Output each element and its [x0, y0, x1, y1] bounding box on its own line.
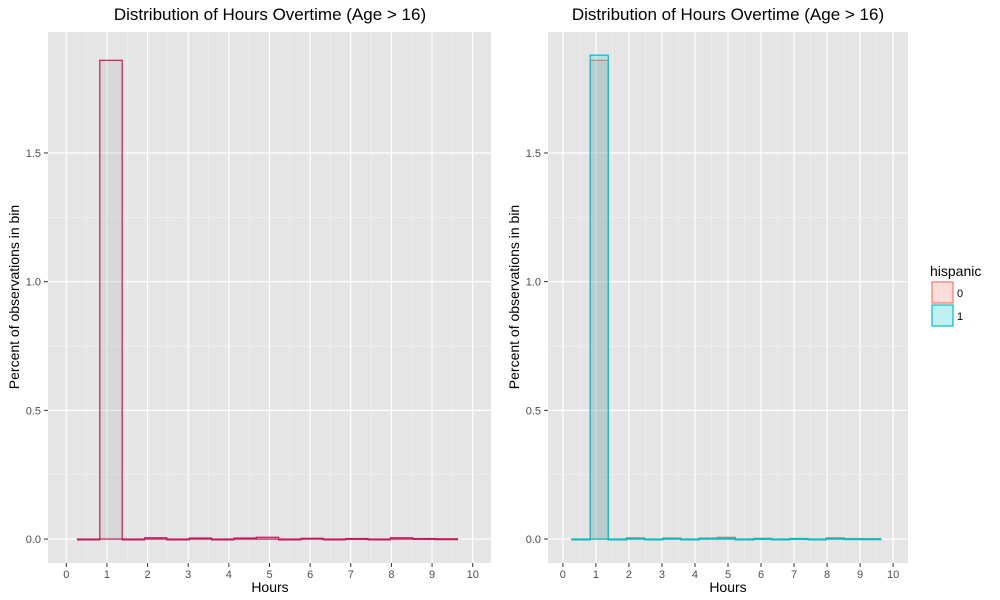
chart-right: Distribution of Hours Overtime (Age > 16…	[506, 5, 908, 595]
x-tick-label: 4	[692, 569, 698, 581]
x-tick-label: 9	[857, 569, 863, 581]
legend-key-0	[931, 281, 954, 304]
x-tick-label: 2	[626, 569, 632, 581]
bar	[662, 537, 682, 540]
bar	[589, 54, 609, 540]
bar	[825, 537, 846, 540]
x-tick-label: 10	[467, 569, 479, 581]
bar	[625, 537, 646, 540]
chart-left-x-axis-title: Hours	[251, 579, 288, 595]
x-tick-label: 0	[63, 569, 69, 581]
x-tick-label: 3	[185, 569, 191, 581]
chart-right-y-axis: 0.0 0.5 1.0 1.5	[526, 148, 548, 546]
bar	[143, 537, 168, 540]
x-tick-label: 4	[226, 569, 232, 581]
chart-right-x-axis-title: Hours	[709, 579, 746, 595]
x-tick-label: 2	[145, 569, 151, 581]
bar	[680, 538, 700, 541]
chart-left-grid	[48, 32, 491, 563]
bar	[716, 537, 737, 540]
x-tick-label: 1	[593, 569, 599, 581]
bar	[843, 538, 864, 541]
x-tick-label: 9	[429, 569, 435, 581]
x-tick-label: 7	[348, 569, 354, 581]
bar	[644, 538, 664, 541]
legend-key-1	[931, 304, 954, 327]
bar	[698, 537, 718, 540]
bar	[99, 59, 123, 540]
series-0	[76, 59, 459, 541]
bar	[166, 538, 190, 541]
y-tick-label: 1.5	[526, 148, 541, 160]
bar	[607, 538, 628, 541]
y-tick-label: 0.0	[26, 534, 41, 546]
bar	[771, 538, 791, 541]
chart-right-x-axis: 0 1 2 3 4 5 6 7 8 9 10	[560, 563, 899, 581]
x-tick-label: 0	[560, 569, 566, 581]
y-tick-label: 0.0	[526, 534, 541, 546]
bar	[412, 537, 436, 540]
chart-right-y-axis-title: Percent of observations in bin	[506, 205, 522, 389]
y-tick-label: 0.5	[26, 405, 41, 417]
y-tick-label: 1.0	[526, 277, 541, 289]
x-tick-label: 8	[824, 569, 830, 581]
legend-label-1: 1	[957, 311, 963, 323]
chart-left-y-axis: 0.0 0.5 1.0 1.5	[26, 148, 48, 546]
bar	[571, 538, 591, 541]
bar	[734, 538, 755, 541]
x-tick-label: 6	[307, 569, 313, 581]
series-1	[571, 54, 882, 541]
bar	[278, 538, 302, 541]
legend-label-0: 0	[957, 288, 963, 300]
bar	[210, 538, 235, 541]
chart-left-x-axis: 0 1 2 3 4 5 6 7 8 9 10	[63, 563, 479, 581]
chart-left-bars	[76, 59, 459, 541]
x-tick-label: 8	[388, 569, 394, 581]
y-tick-label: 0.5	[526, 405, 541, 417]
y-tick-label: 1.0	[26, 277, 41, 289]
bar	[434, 538, 459, 541]
x-tick-label: 1	[104, 569, 110, 581]
x-tick-label: 6	[758, 569, 764, 581]
chart-left: Distribution of Hours Overtime (Age > 16…	[6, 5, 491, 595]
bar	[752, 537, 773, 540]
bar	[807, 538, 827, 541]
bar	[345, 537, 369, 540]
bar	[367, 538, 392, 541]
bar	[300, 537, 324, 540]
legend-title: hispanic	[930, 263, 981, 279]
y-tick-label: 1.5	[26, 148, 41, 160]
bar	[121, 538, 146, 541]
bar	[322, 538, 347, 541]
chart-right-bars	[571, 54, 882, 541]
x-tick-label: 10	[887, 569, 899, 581]
x-tick-label: 5	[266, 569, 272, 581]
bar	[76, 538, 101, 541]
bar	[861, 538, 882, 541]
bar	[789, 537, 809, 540]
x-tick-label: 5	[725, 569, 731, 581]
chart-right-title: Distribution of Hours Overtime (Age > 16…	[572, 5, 884, 24]
bar	[188, 537, 213, 540]
bar	[233, 537, 257, 540]
x-tick-label: 7	[791, 569, 797, 581]
chart-left-title: Distribution of Hours Overtime (Age > 16…	[114, 5, 426, 24]
bar	[255, 536, 280, 540]
bar	[389, 537, 414, 540]
x-tick-label: 3	[659, 569, 665, 581]
legend: hispanic 0 1	[930, 263, 981, 327]
chart-left-y-axis-title: Percent of observations in bin	[6, 205, 22, 389]
